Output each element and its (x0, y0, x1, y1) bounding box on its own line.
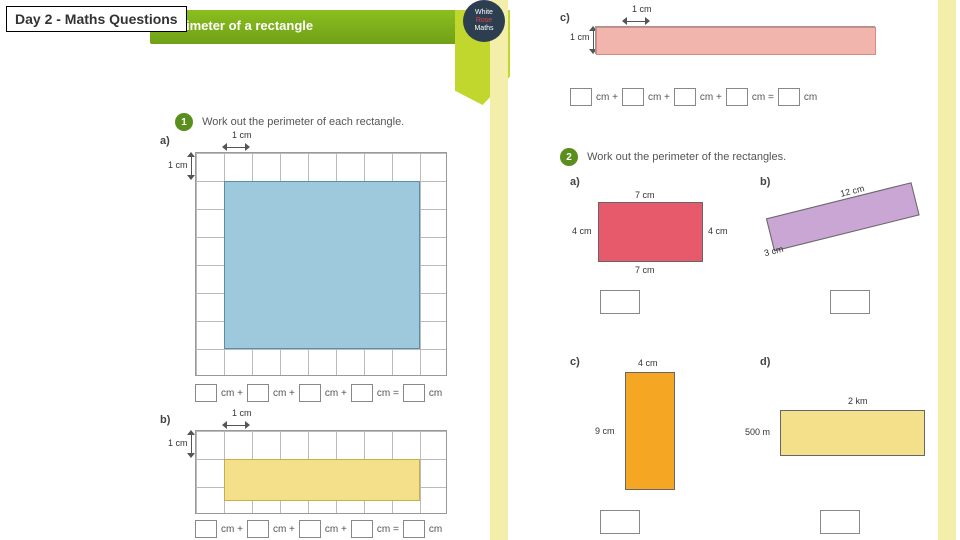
q1-badge: 1 (175, 113, 193, 131)
corner-label: Day 2 - Maths Questions (6, 6, 187, 32)
q2-header: 2 Work out the perimeter of the rectangl… (560, 148, 786, 166)
q2a-label: a) (570, 176, 580, 188)
q2c-rect (625, 372, 675, 490)
q2a-answer-box[interactable] (600, 290, 640, 314)
q2a-w-bot: 7 cm (635, 265, 655, 275)
q1-prompt: Work out the perimeter of each rectangle… (202, 116, 404, 128)
answer-box[interactable] (403, 384, 425, 402)
answer-box[interactable] (351, 520, 373, 538)
logo-line1: White (475, 9, 493, 17)
logo-line3: Maths (474, 25, 493, 33)
q1c-rect (596, 27, 876, 55)
q2c-label: c) (570, 356, 580, 368)
answer-box[interactable] (622, 88, 644, 106)
q2c-w: 4 cm (638, 358, 658, 368)
q1b-rect (224, 459, 420, 501)
q2b-answer-box[interactable] (830, 290, 870, 314)
q2a-h-right: 4 cm (708, 226, 728, 236)
answer-box[interactable] (778, 88, 800, 106)
separator-strip-left (490, 0, 508, 540)
q1c-grid (595, 26, 875, 54)
answer-box[interactable] (726, 88, 748, 106)
answer-box[interactable] (403, 520, 425, 538)
q2-badge: 2 (560, 148, 578, 166)
q2-prompt: Work out the perimeter of the rectangles… (587, 151, 786, 163)
answer-box[interactable] (195, 520, 217, 538)
separator-strip-right (938, 0, 956, 540)
q1c-answer-row: cm + cm + cm + cm = cm (570, 88, 817, 106)
q2a-rect (598, 202, 703, 262)
q1b-dim-h-label: 1 cm (232, 408, 252, 418)
q2d-answer-box[interactable] (820, 510, 860, 534)
answer-box[interactable] (674, 88, 696, 106)
q1a-dim-h-arrow (222, 142, 250, 152)
q2b-label: b) (760, 176, 770, 188)
q1a-label: a) (160, 135, 170, 147)
q1c-dim-v-label: 1 cm (570, 32, 590, 42)
q1c-dim-h-label: 1 cm (632, 4, 652, 14)
header-title: Perimeter of a rectangle (165, 18, 313, 33)
q1b-dim-v-label: 1 cm (168, 438, 188, 448)
q1a-dim-v-label: 1 cm (168, 160, 188, 170)
answer-box[interactable] (299, 520, 321, 538)
q2d-h: 500 m (745, 427, 770, 437)
q2a-h-left: 4 cm (572, 226, 592, 236)
q1b-label: b) (160, 414, 170, 426)
q2d-w: 2 km (848, 396, 868, 406)
q2b-h: 3 cm (763, 244, 784, 258)
q1a-dim-h-label: 1 cm (232, 130, 252, 140)
answer-box[interactable] (195, 384, 217, 402)
q1b-dim-h-arrow (222, 420, 250, 430)
answer-box[interactable] (247, 520, 269, 538)
q2c-h: 9 cm (595, 426, 615, 436)
q2d-rect (780, 410, 925, 456)
q2a-w-top: 7 cm (635, 190, 655, 200)
logo-badge: White Rose Maths (463, 0, 505, 42)
q2c-answer-box[interactable] (600, 510, 640, 534)
q1b-answer-row: cm + cm + cm + cm = cm (195, 520, 442, 538)
q1c-dim-h-arrow (622, 16, 650, 26)
q1a-rect (224, 181, 420, 349)
q1-header: 1 Work out the perimeter of each rectang… (175, 113, 404, 131)
q1c-label: c) (560, 12, 570, 24)
answer-box[interactable] (570, 88, 592, 106)
answer-box[interactable] (299, 384, 321, 402)
logo-line2: Rose (476, 17, 492, 25)
q1b-grid (195, 430, 447, 514)
q1a-answer-row: cm + cm + cm + cm = cm (195, 384, 442, 402)
q1a-grid (195, 152, 447, 376)
answer-box[interactable] (351, 384, 373, 402)
answer-box[interactable] (247, 384, 269, 402)
q2d-label: d) (760, 356, 770, 368)
